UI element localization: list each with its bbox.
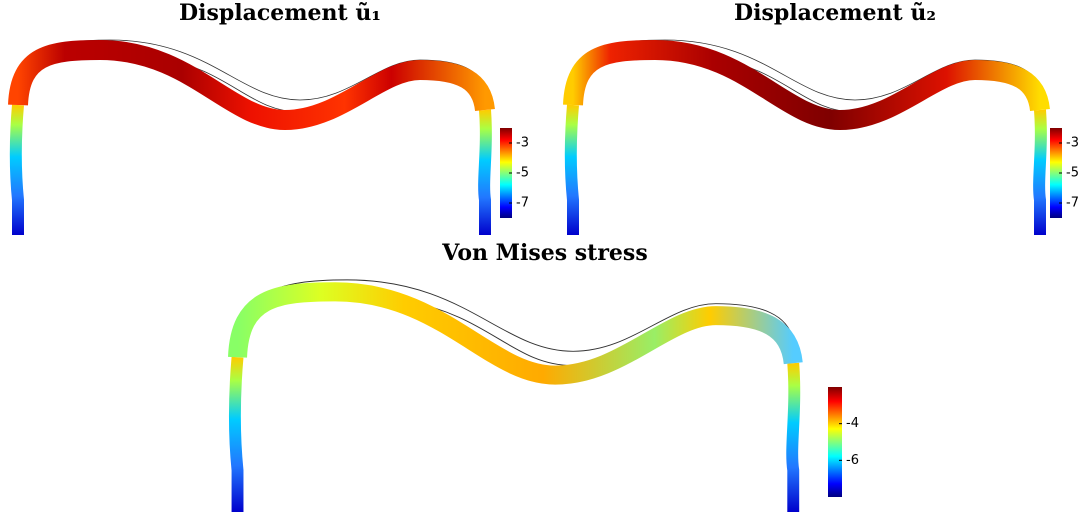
- colorbar: [500, 128, 512, 218]
- colorbar: [828, 387, 842, 497]
- shape: [228, 279, 803, 512]
- panel-title: Displacement ũ₂: [734, 0, 936, 26]
- colorbar-tick-label: -3: [1066, 136, 1079, 151]
- panel-title: Von Mises stress: [441, 240, 647, 266]
- shape: [563, 39, 1050, 235]
- colorbar-tick-label: -3: [516, 136, 529, 151]
- colorbar-tick-label: -7: [1066, 196, 1079, 211]
- colorbar-tick-label: -4: [846, 416, 859, 431]
- colorbar-tick-label: -5: [1066, 166, 1079, 181]
- colorbar: [1050, 128, 1062, 218]
- colorbar-tick-label: -5: [516, 166, 529, 181]
- shape: [8, 39, 495, 235]
- colorbar-tick-label: -7: [516, 196, 529, 211]
- panel-title: Displacement ũ₁: [179, 0, 381, 26]
- colorbar-tick-label: -6: [846, 453, 859, 468]
